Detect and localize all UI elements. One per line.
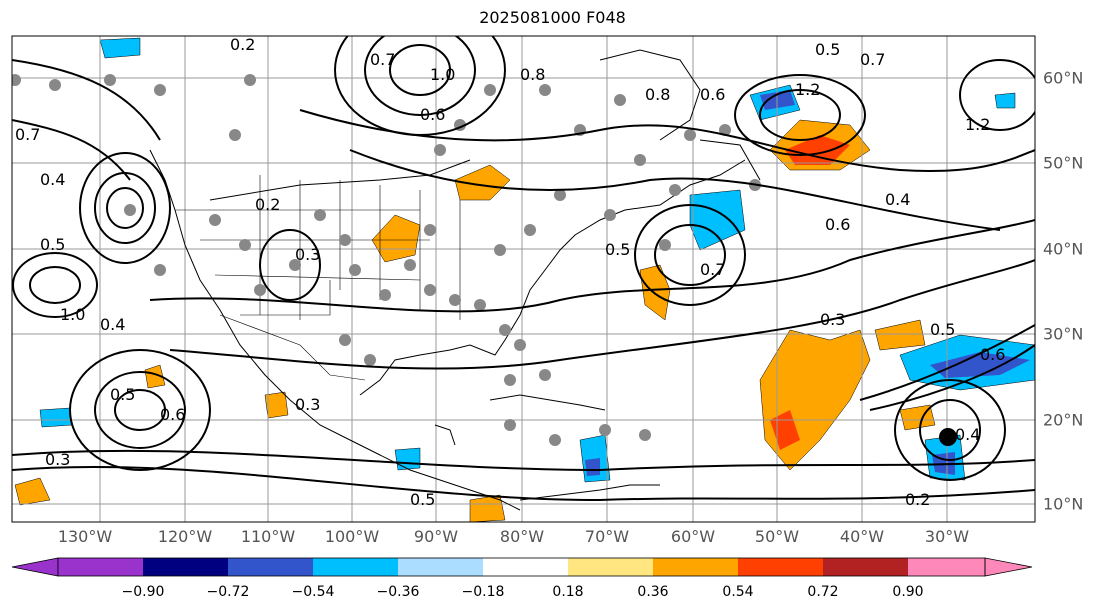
lon-label: 30°W [924, 527, 970, 546]
contour-label: 1.0 [430, 65, 455, 84]
contour-label: 0.8 [645, 85, 670, 104]
lon-label: 100°W [324, 527, 380, 546]
contour-label: 0.4 [955, 425, 980, 444]
contour-lines [12, 36, 1035, 502]
contour-label: 0.4 [100, 315, 125, 334]
colorbar-extend-right [984, 557, 1033, 577]
contour-label: 0.2 [230, 35, 255, 54]
lat-label: 30°N [1043, 324, 1084, 344]
map-title: 2025081000 F048 [479, 8, 626, 27]
contour-label: 1.2 [965, 115, 990, 134]
colorbar-tick: 0.72 [807, 584, 839, 600]
colorbar-tick: 0.36 [637, 584, 669, 600]
contour-label: 0.4 [885, 190, 910, 209]
positive-anomaly-region [371, 214, 421, 263]
contour-label: 0.6 [700, 85, 725, 104]
contour-label: 0.2 [255, 195, 280, 214]
lon-label: 80°W [499, 527, 545, 546]
colorbar-tick: −0.72 [206, 584, 250, 600]
colorbar-extend-left [11, 557, 59, 577]
lat-label: 20°N [1043, 410, 1084, 430]
colorbar [11, 557, 1033, 577]
contour-label: 0.2 [905, 490, 930, 509]
contour-label: 0.8 [520, 65, 545, 84]
colorbar-tick: −0.36 [376, 584, 420, 600]
lat-label: 10°N [1043, 494, 1084, 514]
map-frame [11, 35, 1036, 523]
colorbar-tick: 0.54 [722, 584, 754, 600]
negative-anomaly-region [689, 189, 746, 251]
contour-label: 0.5 [110, 385, 135, 404]
negative-anomaly-region [394, 447, 421, 471]
positive-anomaly-region [874, 319, 926, 351]
contour-label: 0.6 [825, 215, 850, 234]
contour-label: 0.4 [40, 170, 65, 189]
contour-label: 0.3 [820, 310, 845, 329]
positive-anomaly-region [14, 477, 51, 506]
contour-label: 0.5 [605, 240, 630, 259]
negative-anomaly-core [585, 458, 600, 476]
lon-label: 50°W [754, 527, 800, 546]
coastlines [149, 49, 761, 511]
contour-label: 1.2 [795, 80, 820, 99]
contour-label: 0.7 [370, 50, 395, 69]
positive-anomaly-region [144, 364, 166, 389]
positive-anomaly-region [469, 494, 506, 522]
negative-anomaly-region [994, 92, 1016, 109]
negative-anomaly-region [39, 407, 73, 428]
negative-anomaly-core [930, 352, 1030, 378]
colorbar-tick: 0.18 [552, 584, 584, 600]
station-markers [12, 74, 761, 446]
shaded-anomalies [14, 37, 1035, 522]
colorbar-tick: 0.90 [892, 584, 924, 600]
negative-anomaly-region [99, 37, 141, 59]
contour-label: 0.5 [930, 320, 955, 339]
lat-label: 40°N [1043, 239, 1084, 259]
contour-label: 0.3 [295, 395, 320, 414]
contour-label: 0.6 [980, 345, 1005, 364]
lon-label: 130°W [57, 527, 113, 546]
lon-label: 90°W [413, 527, 459, 546]
positive-anomaly-region [264, 391, 289, 419]
contour-label: 0.3 [295, 245, 320, 264]
storm-center-marker [939, 428, 957, 446]
contour-label: 0.3 [45, 450, 70, 469]
colorbar-tick: −0.54 [291, 584, 335, 600]
contour-label: 0.7 [860, 50, 885, 69]
contour-label: 0.5 [410, 490, 435, 509]
lon-label: 120°W [157, 527, 213, 546]
contour-label: 0.7 [15, 125, 40, 144]
graticule [12, 36, 1035, 522]
contour-label: 0.6 [160, 405, 185, 424]
contour-label: 0.7 [700, 260, 725, 279]
contour-labels: 0.2 0.7 0.8 0.6 1.0 0.8 0.6 0.7 0.5 1.2 … [15, 35, 1005, 509]
contour-label: 0.6 [420, 105, 445, 124]
contour-label: 0.5 [815, 40, 840, 59]
lon-label: 40°W [839, 527, 885, 546]
colorbar-tick: −0.90 [121, 584, 165, 600]
lon-label: 60°W [670, 527, 716, 546]
colorbar-tick: −0.18 [461, 584, 505, 600]
lon-label: 110°W [240, 527, 296, 546]
contour-label: 1.0 [60, 305, 85, 324]
positive-anomaly-region [454, 164, 511, 201]
lat-label: 50°N [1043, 153, 1084, 173]
lat-label: 60°N [1043, 68, 1084, 88]
positive-anomaly-core [785, 135, 850, 165]
lon-label: 70°W [584, 527, 630, 546]
contour-label: 0.5 [40, 235, 65, 254]
